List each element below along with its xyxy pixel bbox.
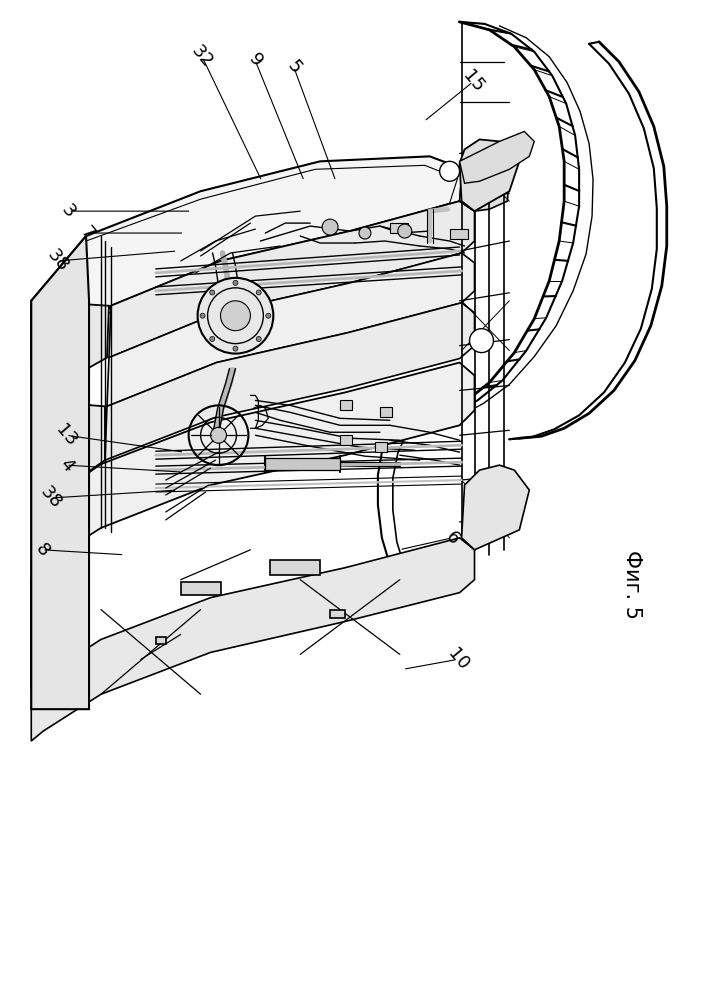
Circle shape (440, 161, 460, 181)
Polygon shape (380, 407, 392, 417)
Text: 13: 13 (52, 421, 81, 450)
Polygon shape (460, 131, 534, 183)
Polygon shape (330, 610, 345, 618)
Polygon shape (340, 435, 352, 445)
Circle shape (233, 280, 238, 285)
Text: 7: 7 (77, 223, 98, 243)
Circle shape (266, 313, 271, 318)
Text: 8: 8 (32, 540, 53, 560)
Polygon shape (109, 201, 474, 358)
Polygon shape (31, 400, 105, 512)
Polygon shape (105, 303, 474, 460)
Text: 3: 3 (58, 201, 79, 221)
Polygon shape (460, 161, 509, 211)
Text: 6: 6 (442, 528, 462, 548)
Polygon shape (181, 582, 221, 595)
Circle shape (211, 427, 226, 443)
Circle shape (469, 329, 493, 353)
Polygon shape (375, 442, 387, 452)
Text: 4: 4 (56, 455, 77, 475)
Circle shape (359, 227, 371, 239)
Text: 38: 38 (43, 246, 72, 275)
Polygon shape (31, 156, 469, 361)
Polygon shape (156, 637, 165, 644)
Polygon shape (31, 301, 109, 400)
Polygon shape (340, 400, 352, 410)
Text: 10: 10 (443, 645, 472, 674)
Circle shape (200, 313, 205, 318)
Circle shape (322, 219, 338, 235)
Polygon shape (107, 253, 474, 406)
Polygon shape (31, 363, 474, 689)
Polygon shape (450, 229, 467, 239)
Circle shape (398, 224, 411, 238)
Polygon shape (390, 223, 408, 233)
Circle shape (210, 290, 215, 295)
Circle shape (233, 346, 238, 351)
Polygon shape (270, 560, 320, 575)
Polygon shape (31, 236, 89, 709)
Text: Фиг. 5: Фиг. 5 (621, 550, 642, 619)
Polygon shape (31, 538, 474, 741)
Text: 38: 38 (37, 483, 65, 513)
Polygon shape (265, 458, 340, 470)
Polygon shape (460, 156, 504, 211)
Circle shape (210, 336, 215, 341)
Circle shape (198, 278, 274, 354)
Text: 15: 15 (459, 67, 487, 96)
Text: 32: 32 (188, 42, 216, 71)
Circle shape (221, 301, 250, 331)
Polygon shape (462, 465, 530, 550)
Polygon shape (460, 139, 520, 211)
Circle shape (256, 336, 261, 341)
Text: 9: 9 (245, 50, 266, 70)
Text: 5: 5 (283, 57, 304, 77)
Circle shape (256, 290, 261, 295)
